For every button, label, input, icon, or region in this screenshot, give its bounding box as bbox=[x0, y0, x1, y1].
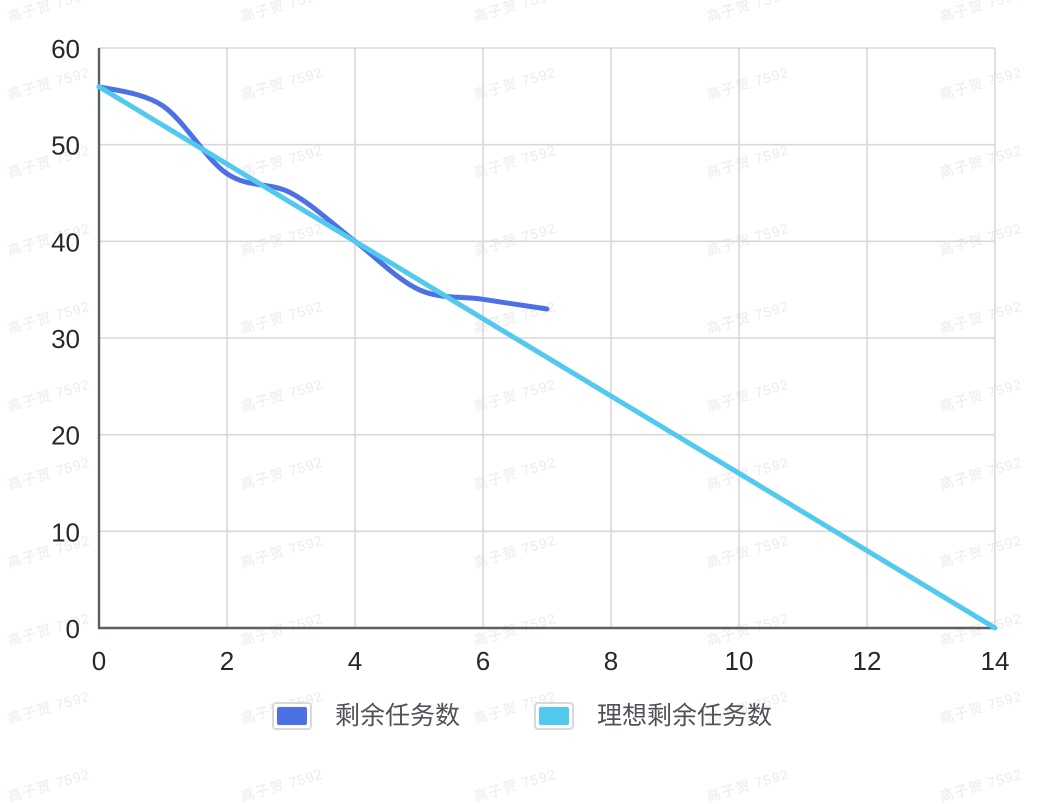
y-tick-label: 40 bbox=[51, 227, 80, 257]
y-tick-label: 60 bbox=[51, 34, 80, 64]
legend-swatch-fill bbox=[539, 707, 569, 725]
y-tick-label: 30 bbox=[51, 324, 80, 354]
legend-swatch-ideal-remaining-tasks bbox=[534, 702, 574, 730]
y-tick-label: 10 bbox=[51, 517, 80, 547]
x-tick-label: 8 bbox=[604, 646, 618, 676]
x-tick-label: 14 bbox=[981, 646, 1010, 676]
legend-swatch-fill bbox=[276, 707, 307, 725]
x-tick-label: 0 bbox=[92, 646, 106, 676]
x-tick-label: 2 bbox=[220, 646, 234, 676]
series-line-0 bbox=[96, 84, 550, 312]
x-tick-label: 10 bbox=[725, 646, 754, 676]
y-tick-label: 20 bbox=[51, 421, 80, 451]
axis-lines bbox=[97, 48, 995, 630]
legend-item-remaining-tasks[interactable]: 剩余任务数 bbox=[271, 701, 460, 731]
x-tick-label: 4 bbox=[348, 646, 362, 676]
legend-label-remaining-tasks: 剩余任务数 bbox=[334, 702, 460, 730]
legend-swatch-remaining-tasks bbox=[271, 702, 312, 730]
legend-label-ideal-remaining-tasks: 理想剩余任务数 bbox=[597, 702, 773, 730]
legend-item-ideal-remaining-tasks[interactable]: 理想剩余任务数 bbox=[534, 701, 772, 731]
y-tick-label: 0 bbox=[66, 614, 80, 644]
chart-legend: 剩余任务数 理想剩余任务数 bbox=[0, 701, 1044, 731]
x-tick-label: 6 bbox=[476, 646, 490, 676]
series-line-1 bbox=[96, 84, 998, 631]
x-tick-label: 12 bbox=[853, 646, 882, 676]
y-tick-label: 50 bbox=[51, 131, 80, 161]
